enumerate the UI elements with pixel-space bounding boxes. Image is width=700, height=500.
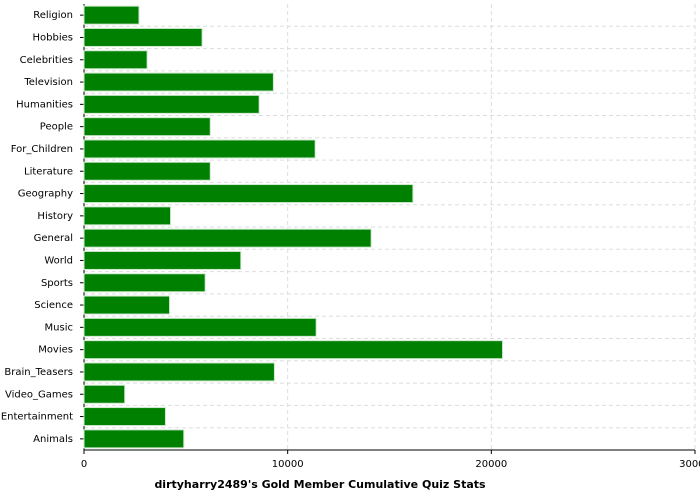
y-tick-label: World <box>44 255 73 266</box>
y-tick-label: For_Children <box>11 144 73 155</box>
bar <box>83 362 275 382</box>
y-tick-label: Hobbies <box>33 32 73 43</box>
bar <box>83 94 260 114</box>
bar <box>83 27 203 47</box>
bar <box>83 429 185 449</box>
x-axis-title: dirtyharry2489's Gold Member Cumulative … <box>154 478 486 491</box>
bar <box>83 50 148 70</box>
y-tick-label: Science <box>34 300 73 311</box>
bar <box>83 184 414 204</box>
y-tick-label: Geography <box>18 189 73 200</box>
y-tick-label: Literature <box>24 166 73 177</box>
y-tick-label: Animals <box>33 434 73 445</box>
y-tick-label: Video_Games <box>5 389 73 400</box>
x-tick-label: 20000 <box>475 459 507 470</box>
y-tick-label: Music <box>45 322 73 333</box>
bar <box>83 206 172 226</box>
bar <box>83 161 211 181</box>
bar <box>83 317 317 337</box>
bar <box>83 250 242 270</box>
y-tick-label: Television <box>23 77 73 88</box>
y-tick-label: Sports <box>41 278 73 289</box>
y-tick-label: Religion <box>33 10 73 21</box>
bar <box>83 72 274 92</box>
bar <box>83 139 316 159</box>
bar <box>83 295 171 315</box>
bar <box>83 228 372 248</box>
y-tick-label: People <box>40 122 73 133</box>
x-tick-label: 0 <box>81 459 87 470</box>
bar <box>83 273 206 293</box>
y-tick-label: General <box>34 233 73 244</box>
bar <box>83 407 166 427</box>
y-tick-label: Celebrities <box>20 55 73 66</box>
y-tick-label: History <box>37 211 73 222</box>
bar <box>83 384 126 404</box>
bar <box>83 117 211 137</box>
y-tick-label: Entertainment <box>1 412 73 423</box>
x-tick-label: 10000 <box>272 459 304 470</box>
bar <box>83 5 140 25</box>
y-tick-label: Humanities <box>16 99 73 110</box>
y-tick-label: Brain_Teasers <box>4 367 73 378</box>
bar <box>83 340 504 360</box>
y-tick-label: Movies <box>38 345 73 356</box>
x-tick-label: 30000 <box>679 459 700 470</box>
